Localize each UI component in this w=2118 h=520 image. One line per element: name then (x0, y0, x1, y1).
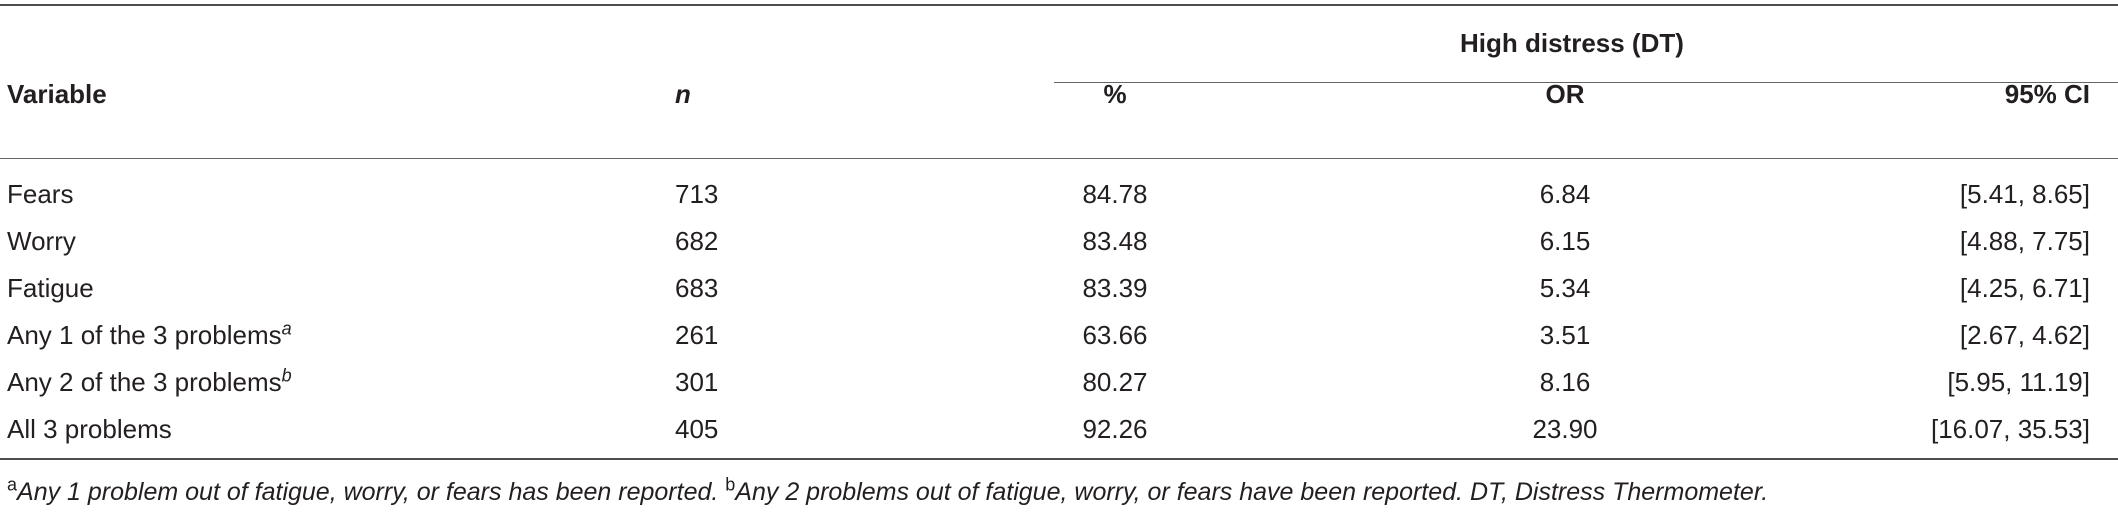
cell-variable: Any 2 of the 3 problemsb (7, 365, 292, 397)
footnote-marker: a (281, 318, 292, 339)
cell-variable: All 3 problems (7, 414, 172, 444)
footnote-b-marker: b (725, 474, 736, 495)
cell-percent: 84.78 (1082, 179, 1148, 209)
cell-percent: 80.27 (1082, 367, 1148, 397)
cell-variable: Fears (7, 179, 74, 209)
cell-n: 261 (675, 320, 719, 350)
cell-or: 8.16 (1539, 367, 1591, 397)
table-top-rule (0, 4, 2118, 6)
column-header-or: OR (1545, 79, 1585, 109)
cell-ci: [2.67, 4.62] (1959, 320, 2090, 350)
column-header-n: n (675, 79, 691, 109)
footnote-a-text: Any 1 problem out of fatigue, worry, or … (17, 478, 726, 506)
group-header-rule (1054, 82, 2118, 83)
cell-percent: 92.26 (1082, 414, 1148, 444)
cell-ci: [4.88, 7.75] (1959, 226, 2090, 256)
cell-percent: 83.39 (1082, 273, 1148, 303)
cell-variable: Any 1 of the 3 problemsa (7, 318, 292, 350)
cell-or: 5.34 (1539, 273, 1591, 303)
cell-percent: 63.66 (1082, 320, 1148, 350)
cell-n: 713 (675, 179, 719, 209)
column-header-ci: 95% CI (2004, 79, 2090, 109)
cell-or: 23.90 (1532, 414, 1598, 444)
cell-n: 405 (675, 414, 719, 444)
column-header-percent: % (1103, 79, 1127, 109)
footnote-marker: b (281, 365, 292, 386)
cell-n: 682 (675, 226, 719, 256)
cell-or: 6.15 (1539, 226, 1591, 256)
cell-ci: [16.07, 35.53] (1930, 414, 2090, 444)
footnote-b-text: Any 2 problems out of fatigue, worry, or… (735, 478, 1769, 506)
footnote-a-marker: a (7, 474, 18, 495)
group-header: High distress (DT) (1460, 28, 1684, 58)
column-header-variable: Variable (7, 79, 107, 109)
cell-variable: Worry (7, 226, 76, 256)
cell-or: 6.84 (1539, 179, 1591, 209)
cell-variable: Fatigue (7, 273, 94, 303)
cell-or: 3.51 (1539, 320, 1591, 350)
table-bottom-rule (0, 458, 2118, 460)
cell-percent: 83.48 (1082, 226, 1148, 256)
cell-n: 683 (675, 273, 719, 303)
table-footnote: aAny 1 problem out of fatigue, worry, or… (7, 474, 1769, 507)
header-rule (0, 158, 2118, 159)
cell-ci: [5.95, 11.19] (1947, 367, 2090, 397)
cell-ci: [5.41, 8.65] (1959, 179, 2090, 209)
cell-n: 301 (675, 367, 719, 397)
cell-ci: [4.25, 6.71] (1959, 273, 2090, 303)
